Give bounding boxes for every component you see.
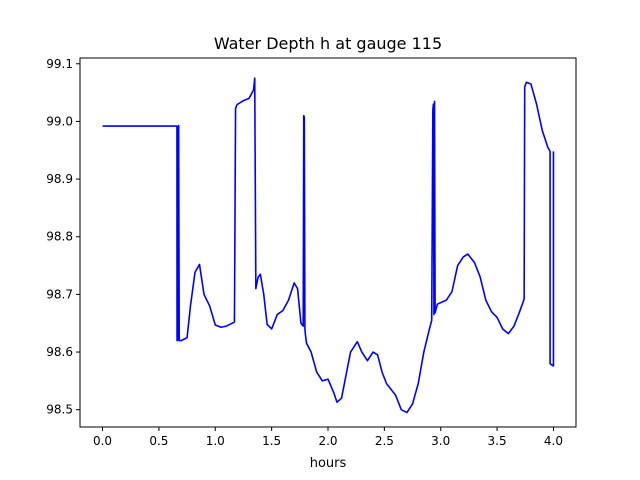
y-tick-label: 99.0 [46, 114, 73, 128]
x-axis: 0.0 0.5 1.0 1.5 2.0 2.5 3.0 3.5 4.0 [93, 427, 563, 448]
x-tick-label: 4.0 [544, 434, 563, 448]
chart-title: Water Depth h at gauge 115 [214, 34, 442, 53]
y-axis: 98.5 98.6 98.7 98.8 98.9 99.0 99.1 [46, 57, 80, 417]
x-tick-label: 2.5 [375, 434, 394, 448]
series-line-0 [102, 77, 555, 414]
x-axis-label: hours [310, 456, 347, 471]
y-tick-label: 98.7 [46, 287, 73, 301]
plot-area [102, 77, 555, 414]
y-tick-label: 98.8 [46, 230, 73, 244]
x-tick-label: 1.5 [262, 434, 281, 448]
x-tick-label: 3.0 [431, 434, 450, 448]
y-tick-label: 98.6 [46, 345, 73, 359]
y-tick-label: 98.5 [46, 403, 73, 417]
x-tick-label: 3.5 [488, 434, 507, 448]
x-tick-label: 0.5 [149, 434, 168, 448]
x-tick-label: 2.0 [318, 434, 337, 448]
x-tick-label: 1.0 [206, 434, 225, 448]
axes-frame [79, 57, 577, 428]
y-tick-label: 98.9 [46, 172, 73, 186]
x-tick-label: 0.0 [93, 434, 112, 448]
y-tick-label: 99.1 [46, 57, 73, 71]
